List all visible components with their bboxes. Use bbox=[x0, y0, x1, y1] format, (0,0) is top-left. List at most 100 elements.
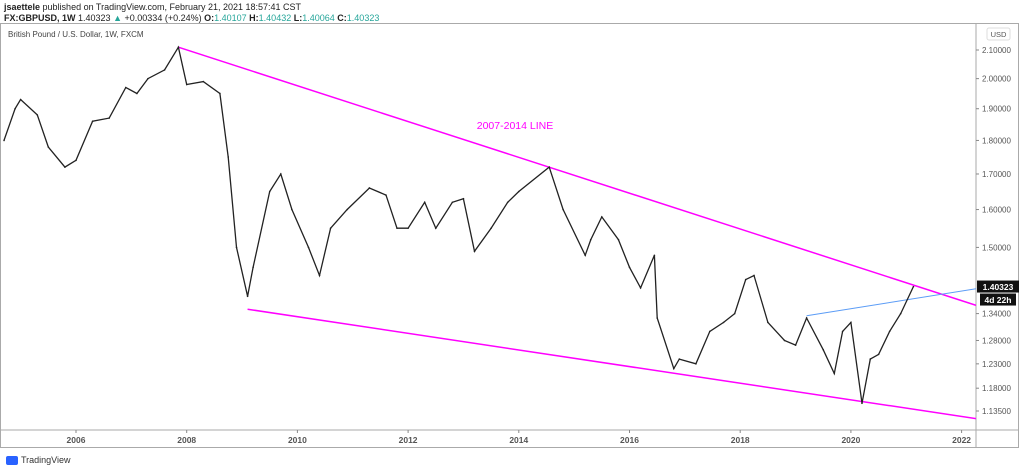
price-point bbox=[147, 77, 149, 80]
price-point bbox=[877, 353, 880, 356]
x-tick-label: 2010 bbox=[288, 435, 307, 445]
price-point bbox=[451, 201, 454, 204]
price-point bbox=[617, 238, 620, 241]
price-point bbox=[423, 201, 426, 204]
close: 1.40323 bbox=[346, 13, 380, 23]
price-point bbox=[850, 321, 852, 324]
price-point bbox=[108, 117, 111, 119]
price-point bbox=[869, 358, 872, 360]
price-point bbox=[888, 330, 891, 333]
price-point bbox=[794, 344, 797, 346]
price-point bbox=[805, 317, 808, 319]
price-point bbox=[783, 339, 786, 342]
logo-text: TradingView bbox=[21, 455, 71, 465]
price-point bbox=[91, 120, 94, 123]
price-point bbox=[912, 285, 915, 288]
price-point bbox=[639, 287, 642, 289]
price-point bbox=[722, 321, 725, 324]
price-point bbox=[329, 227, 332, 229]
price-point bbox=[163, 69, 166, 71]
chart-title: British Pound / U.S. Dollar, 1W, FXCM bbox=[8, 30, 144, 39]
price-point bbox=[753, 274, 755, 277]
price-point bbox=[19, 98, 22, 101]
price-point bbox=[202, 80, 205, 83]
annotation-label: 2007-2014 LINE bbox=[477, 120, 553, 132]
last-price-label: 1.40323 bbox=[983, 282, 1014, 292]
price-point bbox=[47, 146, 50, 148]
y-tick-label: 1.60000 bbox=[982, 206, 1011, 215]
currency-label: USD bbox=[991, 30, 1007, 39]
up-arrow-icon: ▲ bbox=[113, 13, 123, 23]
publisher[interactable]: jsaettele bbox=[4, 2, 41, 12]
price-point bbox=[833, 372, 836, 375]
symbol: FX:GBPUSD, 1W bbox=[4, 13, 76, 23]
logo-icon bbox=[6, 455, 18, 465]
currency-box bbox=[986, 27, 1011, 41]
price-point bbox=[672, 367, 675, 370]
price-point bbox=[307, 246, 310, 249]
countdown-tag bbox=[980, 293, 1016, 306]
y-tick-label: 1.18000 bbox=[982, 384, 1011, 393]
price-point bbox=[462, 197, 465, 200]
tradingview-logo[interactable]: TradingView bbox=[6, 455, 71, 465]
price-point bbox=[490, 227, 492, 229]
price-point bbox=[708, 330, 711, 333]
y-tick-label: 1.90000 bbox=[982, 105, 1011, 114]
price-point bbox=[235, 246, 238, 249]
price-point bbox=[64, 166, 66, 168]
y-tick-label: 1.28000 bbox=[982, 336, 1011, 345]
price-point bbox=[219, 92, 221, 95]
price-point bbox=[279, 173, 282, 175]
price-point bbox=[227, 156, 230, 158]
blue-line[interactable] bbox=[806, 286, 995, 317]
price-point bbox=[656, 317, 658, 319]
price-point bbox=[368, 187, 371, 189]
price-point bbox=[841, 330, 844, 333]
price-point bbox=[385, 194, 387, 196]
price-point bbox=[518, 190, 520, 193]
price-point bbox=[252, 266, 254, 269]
open: 1.40107 bbox=[214, 13, 247, 23]
price-point bbox=[3, 139, 5, 142]
price-point bbox=[601, 216, 603, 218]
y-tick-label: 1.13500 bbox=[982, 407, 1011, 416]
l-label: L: bbox=[293, 13, 303, 23]
price-point bbox=[318, 274, 321, 277]
price-point bbox=[177, 46, 180, 49]
y-tick-label: 1.23000 bbox=[982, 360, 1011, 369]
publish-info: jsaettele published on TradingView.com, … bbox=[4, 2, 301, 12]
countdown-label: 4d 22h bbox=[985, 295, 1012, 305]
price-point bbox=[678, 358, 681, 360]
y-tick-label: 1.50000 bbox=[982, 243, 1011, 252]
price-point bbox=[695, 363, 697, 365]
y-tick-label: 2.00000 bbox=[982, 75, 1011, 84]
c-label: C: bbox=[337, 13, 347, 23]
price-point bbox=[733, 312, 736, 315]
price-point bbox=[268, 190, 271, 193]
y-tick-label: 2.10000 bbox=[982, 46, 1011, 55]
price-point bbox=[584, 254, 587, 257]
price-point bbox=[822, 348, 825, 351]
price-point bbox=[75, 159, 77, 162]
upper-trendline[interactable] bbox=[178, 46, 994, 311]
x-tick-label: 2006 bbox=[67, 435, 86, 445]
price-point bbox=[407, 227, 409, 229]
y-tick-label: 1.70000 bbox=[982, 170, 1011, 179]
price-point bbox=[14, 107, 16, 110]
price-point bbox=[136, 92, 138, 95]
h-label: H: bbox=[249, 13, 259, 23]
price-point bbox=[185, 83, 188, 86]
published-text: published on TradingView.com, February 2… bbox=[42, 2, 302, 12]
price-point bbox=[36, 114, 39, 116]
high: 1.40432 bbox=[258, 13, 292, 23]
price-point bbox=[861, 402, 863, 405]
price-point bbox=[653, 254, 656, 257]
last-price-tag bbox=[977, 280, 1019, 293]
x-tick-label: 2018 bbox=[731, 435, 750, 445]
lower-trendline[interactable] bbox=[247, 308, 995, 421]
o-label: O: bbox=[204, 13, 215, 23]
price-point bbox=[589, 238, 592, 241]
last-price: 1.40323 bbox=[78, 13, 111, 23]
price-point bbox=[562, 208, 564, 211]
